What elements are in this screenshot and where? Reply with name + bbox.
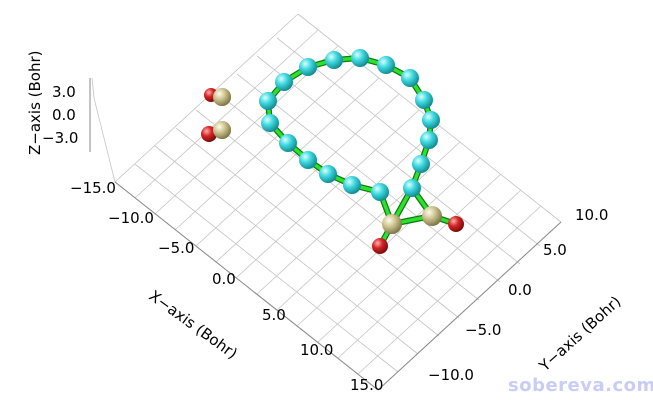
x-axis-title: X−axis (Bohr): [146, 287, 241, 363]
watermark: sobereva.com: [508, 375, 653, 396]
carbon-atom: [275, 73, 293, 91]
y-axis-ticks: 10.0 5.0 0.0 −5.0 −10.0: [428, 206, 608, 384]
axis-edges: [89, 78, 562, 391]
y-tick: −5.0: [465, 321, 501, 339]
z-axis-title: Z−axis (Bohr): [26, 50, 44, 155]
carbon-atom: [261, 114, 279, 132]
tan-atom: [422, 206, 442, 226]
carbon-atom: [351, 49, 369, 67]
tan-atom: [213, 88, 231, 106]
x-tick: −15.0: [70, 179, 116, 197]
oxygen-atom: [372, 238, 388, 254]
x-tick: 15.0: [350, 376, 383, 394]
x-axis-ticks: −15.0 −10.0 −5.0 0.0 5.0 10.0 15.0: [70, 179, 383, 394]
carbon-atom: [422, 111, 440, 129]
tan-atoms: [213, 88, 442, 234]
x-tick: −5.0: [158, 239, 194, 257]
y-tick: −10.0: [428, 366, 474, 384]
carbon-atom: [403, 179, 421, 197]
y-tick: 10.0: [575, 206, 608, 224]
carbon-atom: [319, 165, 337, 183]
carbon-atom: [299, 151, 317, 169]
z-tick: 0.0: [52, 106, 76, 124]
oxygen-atom: [448, 216, 464, 232]
carbon-atom: [343, 176, 361, 194]
carbon-atom: [420, 131, 438, 149]
y-axis-title: Y−axis (Bohr): [535, 292, 625, 375]
z-tick: −3.0: [42, 129, 78, 147]
carbon-atom: [377, 56, 395, 74]
x-tick: 0.0: [212, 270, 236, 288]
y-tick: 0.0: [508, 281, 532, 299]
carbon-atom: [259, 92, 277, 110]
carbon-atoms: [259, 49, 440, 201]
y-tick: 5.0: [543, 241, 567, 259]
tan-atom: [213, 121, 231, 139]
x-tick: 5.0: [262, 306, 286, 324]
tan-atom: [382, 214, 402, 234]
carbon-atom: [401, 69, 419, 87]
oxygen-atoms: [201, 88, 464, 254]
carbon-atom: [325, 51, 343, 69]
carbon-atom: [279, 134, 297, 152]
carbon-atom: [299, 58, 317, 76]
x-tick: 10.0: [300, 341, 333, 359]
z-tick: 3.0: [52, 83, 76, 101]
z-axis-ticks: 3.0 0.0 −3.0: [42, 83, 78, 147]
x-tick: −10.0: [108, 209, 154, 227]
carbon-atom: [415, 91, 433, 109]
carbon-atom: [412, 155, 430, 173]
carbon-atom: [371, 183, 389, 201]
